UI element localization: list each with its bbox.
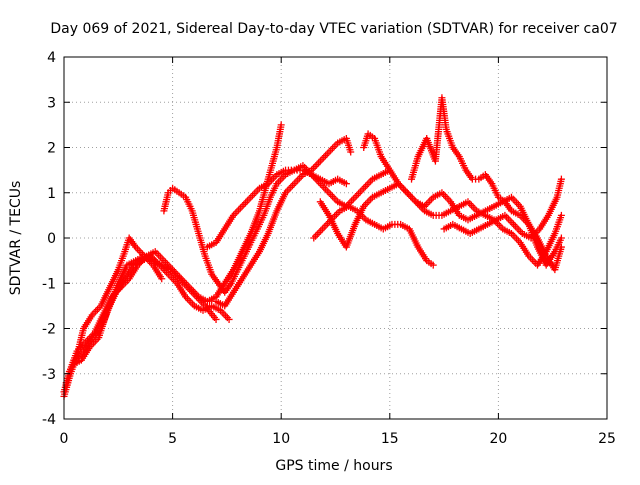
y-axis-label: SDTVAR / TECUs xyxy=(8,181,24,296)
series-sat-h xyxy=(310,202,437,269)
data-point xyxy=(557,234,565,242)
data-point xyxy=(429,261,437,269)
y-tick-label: -1 xyxy=(42,276,56,292)
series-sat-e xyxy=(160,166,350,296)
y-tick-label: 4 xyxy=(47,50,56,66)
x-tick-label: 20 xyxy=(489,431,507,447)
y-tick-label: 1 xyxy=(47,186,56,202)
y-tick-label: 3 xyxy=(47,95,56,111)
axis-ticks: -4 -3 -2 -1 0 1 2 3 4 0 5 10 15 20 25 xyxy=(42,50,616,447)
y-tick-label: 2 xyxy=(47,141,56,157)
series-sat-l xyxy=(440,175,565,242)
data-point xyxy=(557,243,565,251)
data-point xyxy=(158,275,166,283)
series-sat-j xyxy=(360,130,565,269)
y-tick-label: -3 xyxy=(42,367,56,383)
series-sat-g xyxy=(212,134,355,310)
plot-frame xyxy=(63,56,608,420)
data-point xyxy=(347,148,355,156)
series-sat-a xyxy=(60,121,285,396)
x-axis-label: GPS time / hours xyxy=(275,458,392,474)
y-tick-label: -4 xyxy=(42,412,56,428)
y-tick-label: 0 xyxy=(47,231,56,247)
x-tick-label: 0 xyxy=(60,431,69,447)
data-point xyxy=(557,175,565,183)
y-tick-label: -2 xyxy=(42,322,56,338)
series-sat-d xyxy=(64,252,166,378)
data-point xyxy=(342,180,350,188)
x-tick-label: 15 xyxy=(381,431,399,447)
x-tick-label: 10 xyxy=(272,431,290,447)
chart-title: Day 069 of 2021, Sidereal Day-to-day VTE… xyxy=(50,21,617,37)
data-point xyxy=(557,211,565,219)
data-point xyxy=(212,315,220,323)
x-tick-label: 5 xyxy=(168,431,177,447)
x-tick-label: 25 xyxy=(598,431,616,447)
data-point xyxy=(277,121,285,129)
data-point xyxy=(225,315,233,323)
grid-lines xyxy=(64,57,607,419)
data-points xyxy=(60,94,565,400)
series-sat-k xyxy=(408,94,565,274)
